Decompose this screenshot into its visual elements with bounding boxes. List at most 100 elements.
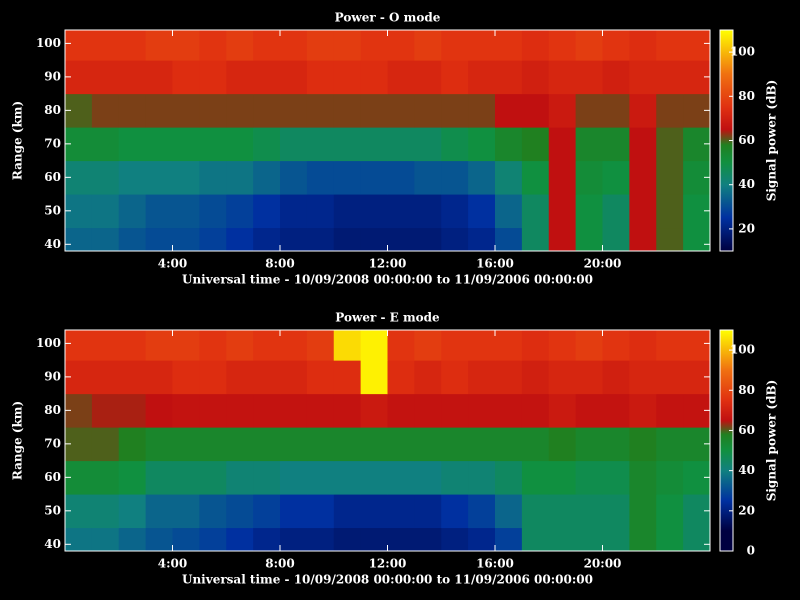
heatmap-cell (280, 60, 307, 94)
heatmap-cell (280, 228, 307, 252)
heatmap-cell (441, 427, 468, 461)
y-tick-label: 80 (44, 103, 61, 117)
y-tick-label: 40 (44, 537, 61, 551)
heatmap-cell (495, 60, 522, 94)
heatmap-cell (307, 394, 334, 428)
heatmap-cell (92, 360, 119, 394)
heatmap-cell (495, 461, 522, 495)
colorbar-tick-label: 0 (747, 544, 755, 558)
heatmap-cell (388, 360, 415, 394)
heatmap-cell (549, 127, 576, 161)
heatmap-cell (280, 194, 307, 228)
heatmap-cell (253, 127, 280, 161)
heatmap-cell (361, 127, 388, 161)
heatmap-cell (253, 194, 280, 228)
heatmap-cell (388, 330, 415, 361)
chart-title: Power - E mode (335, 311, 440, 325)
heatmap-cell (656, 427, 683, 461)
heatmap-cell (549, 394, 576, 428)
heatmap-cell (199, 60, 226, 94)
heatmap-cell (146, 194, 173, 228)
heatmap-cell (92, 528, 119, 552)
heatmap-cell (119, 330, 146, 361)
heatmap-cell (199, 494, 226, 528)
heatmap-cell (495, 360, 522, 394)
heatmap-cell (334, 30, 361, 61)
heatmap-cell (441, 228, 468, 252)
heatmap-cell (119, 60, 146, 94)
heatmap-cell (549, 30, 576, 61)
heatmap-cell (414, 228, 441, 252)
heatmap-cell (119, 161, 146, 195)
heatmap-cell (119, 528, 146, 552)
heatmap-cell (576, 127, 603, 161)
heatmap-cell (629, 330, 656, 361)
y-tick-label: 90 (44, 369, 61, 383)
heatmap-cell (656, 228, 683, 252)
heatmap-cell (226, 161, 253, 195)
heatmap-cell (361, 60, 388, 94)
heatmap-cell (629, 427, 656, 461)
heatmap-cell (549, 494, 576, 528)
heatmap-cell (629, 127, 656, 161)
heatmap-cell (173, 394, 200, 428)
heatmap-cell (334, 228, 361, 252)
heatmap-cell (656, 161, 683, 195)
heatmap-cell (361, 427, 388, 461)
heatmap-cell (522, 127, 549, 161)
heatmap-cell (119, 94, 146, 128)
heatmap-cell (119, 228, 146, 252)
heatmap-cell (441, 494, 468, 528)
heatmap-cell (226, 360, 253, 394)
heatmap-cell (522, 330, 549, 361)
heatmap-cell (119, 427, 146, 461)
heatmap-cell (495, 94, 522, 128)
y-axis-label: Range (km) (11, 401, 25, 480)
heatmap-cell (522, 461, 549, 495)
heatmap-cell (92, 60, 119, 94)
y-tick-label: 60 (44, 470, 61, 484)
heatmap-cell (146, 60, 173, 94)
heatmap-cell (414, 360, 441, 394)
y-tick-label: 50 (44, 203, 61, 217)
heatmap-cell (441, 330, 468, 361)
heatmap-cell (468, 461, 495, 495)
heatmap-cell (146, 330, 173, 361)
heatmap-cell (522, 528, 549, 552)
heatmap-cell (656, 394, 683, 428)
heatmap-cell (603, 161, 630, 195)
heatmap-cell (468, 360, 495, 394)
colorbar-tick-label: 40 (738, 177, 755, 191)
heatmap-cell (656, 360, 683, 394)
heatmap-cell (522, 494, 549, 528)
heatmap-cell (441, 60, 468, 94)
heatmap-cell (549, 228, 576, 252)
heatmap-cell (253, 60, 280, 94)
heatmap-cell (146, 127, 173, 161)
heatmap-cell (388, 528, 415, 552)
heatmap-cell (683, 30, 710, 61)
heatmap-cell (576, 360, 603, 394)
heatmap-cell (173, 161, 200, 195)
heatmap-cell (199, 394, 226, 428)
heatmap-cell (361, 394, 388, 428)
heatmap-cell (576, 60, 603, 94)
y-tick-label: 100 (36, 36, 61, 50)
heatmap-cell (280, 427, 307, 461)
colorbar-tick-label: 80 (738, 383, 755, 397)
heatmap-cell (119, 394, 146, 428)
heatmap-cell (468, 194, 495, 228)
heatmap-cell (307, 161, 334, 195)
heatmap-cell (656, 330, 683, 361)
heatmap-cell (576, 528, 603, 552)
heatmap-cell (92, 161, 119, 195)
heatmap-cell (173, 427, 200, 461)
heatmap-cell (173, 461, 200, 495)
heatmap-cell (173, 30, 200, 61)
heatmap-cell (468, 60, 495, 94)
heatmap-cell (253, 94, 280, 128)
heatmap-cell (307, 528, 334, 552)
heatmap-cell (65, 528, 92, 552)
heatmap-cell (226, 330, 253, 361)
y-tick-label: 40 (44, 237, 61, 251)
